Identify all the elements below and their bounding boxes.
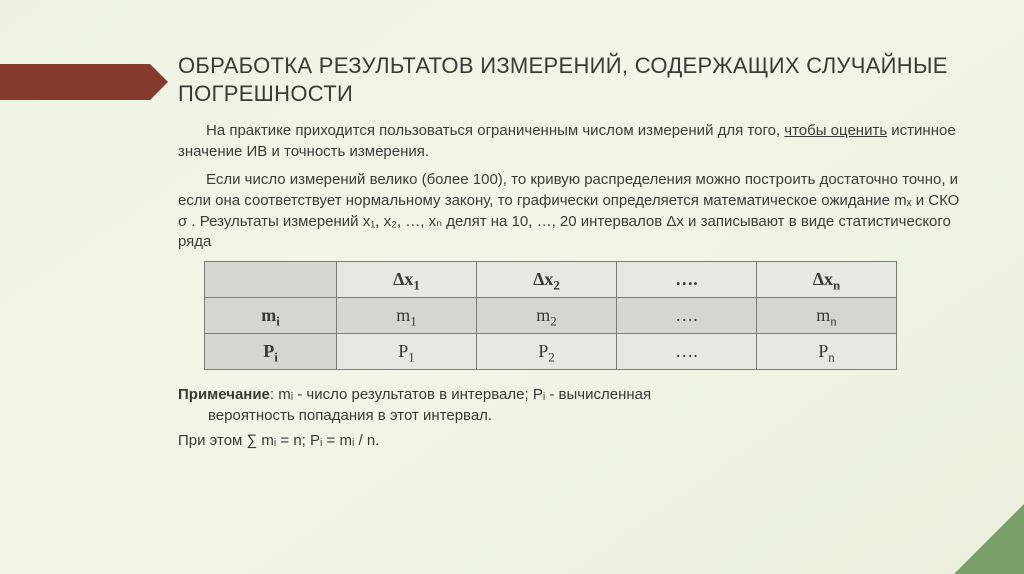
table-cell: mi bbox=[205, 298, 337, 334]
table-row: mi m1 m2 …. mn bbox=[205, 298, 897, 334]
stat-table: Δx1 Δx2 …. Δxn mi m1 m2 …. mn Pi P1 P2 …… bbox=[204, 261, 897, 370]
table-cell: m2 bbox=[477, 298, 617, 334]
table-cell: …. bbox=[617, 298, 757, 334]
p1-text-a: На практике приходится пользоваться огра… bbox=[206, 122, 784, 139]
corner-accent bbox=[954, 504, 1024, 574]
table-row: Δx1 Δx2 …. Δxn bbox=[205, 262, 897, 298]
table-cell: …. bbox=[617, 334, 757, 370]
slide: ОБРАБОТКА РЕЗУЛЬТАТОВ ИЗМЕРЕНИЙ, СОДЕРЖА… bbox=[0, 0, 1024, 574]
table-cell: mn bbox=[757, 298, 897, 334]
accent-ribbon bbox=[0, 64, 150, 100]
table-cell: …. bbox=[617, 262, 757, 298]
table-cell: Δx1 bbox=[337, 262, 477, 298]
final-line: При этом ∑ mᵢ = n; Pᵢ = mᵢ / n. bbox=[178, 432, 969, 449]
p1-underline: чтобы оценить bbox=[784, 122, 887, 139]
note-body-2: вероятность попадания в этот интервал. bbox=[178, 405, 969, 426]
table-cell: Pi bbox=[205, 334, 337, 370]
table-cell: Δx2 bbox=[477, 262, 617, 298]
table-cell: Δxn bbox=[757, 262, 897, 298]
table-row: Pi P1 P2 …. Pn bbox=[205, 334, 897, 370]
table-cell: P2 bbox=[477, 334, 617, 370]
slide-title: ОБРАБОТКА РЕЗУЛЬТАТОВ ИЗМЕРЕНИЙ, СОДЕРЖА… bbox=[178, 52, 969, 107]
table-cell: Pn bbox=[757, 334, 897, 370]
note-label: Примечание bbox=[178, 386, 270, 403]
note: Примечание: mᵢ - число результатов в инт… bbox=[178, 384, 969, 426]
table-cell bbox=[205, 262, 337, 298]
table-cell: m1 bbox=[337, 298, 477, 334]
table-cell: P1 bbox=[337, 334, 477, 370]
paragraph-1: На практике приходится пользоваться огра… bbox=[178, 121, 969, 162]
paragraph-2: Если число измерений велико (более 100),… bbox=[178, 170, 969, 253]
note-body-1: : mᵢ - число результатов в интервале; Pᵢ… bbox=[270, 386, 651, 403]
content-area: ОБРАБОТКА РЕЗУЛЬТАТОВ ИЗМЕРЕНИЙ, СОДЕРЖА… bbox=[178, 52, 969, 449]
